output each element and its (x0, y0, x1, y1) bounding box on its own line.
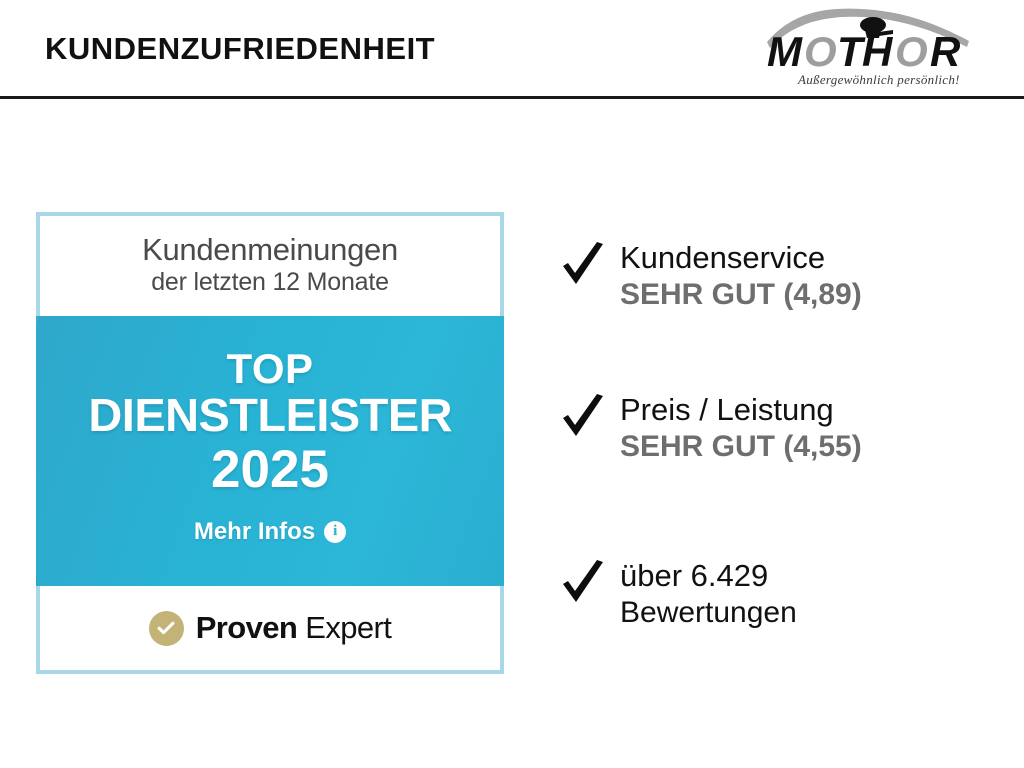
rating-value: Bewertungen (620, 595, 797, 629)
award-line-top: TOP (226, 345, 314, 393)
more-info-link[interactable]: Mehr Infos i (193, 517, 347, 546)
car-silhouette-icon (767, 8, 969, 48)
rating-item: über 6.429 Bewertungen (560, 556, 797, 631)
svg-text:H: H (862, 28, 894, 75)
svg-text:O: O (804, 28, 837, 75)
page-title: KUNDENZUFRIEDENHEIT (45, 31, 436, 66)
rating-value: SEHR GUT (4,89) (620, 277, 862, 311)
provenexpert-logo: Proven Expert (148, 610, 392, 646)
badge-heading-line1: Kundenmeinungen (142, 232, 398, 268)
rating-label: über 6.429 (620, 558, 769, 593)
checkmark-icon (560, 392, 606, 444)
award-line-category: DIENSTLEISTER (88, 389, 452, 442)
info-circle-icon[interactable]: i (324, 520, 347, 543)
badge-award-block: TOP DIENSTLEISTER 2025 Mehr Infos i (36, 316, 504, 586)
more-info-label: Mehr Infos (193, 517, 316, 545)
provenexpert-word-proven: Proven (195, 610, 298, 645)
badge-heading-block: Kundenmeinungen der letzten 12 Monate (36, 212, 504, 316)
rating-item: Preis / Leistung SEHR GUT (4,55) (560, 390, 862, 465)
rating-label: Kundenservice (620, 240, 826, 275)
checkmark-icon (560, 240, 606, 292)
award-year: 2025 (211, 439, 329, 499)
svg-text:T: T (837, 28, 866, 75)
svg-text:O: O (895, 28, 928, 75)
svg-text:R: R (930, 28, 961, 75)
provenexpert-word-expert: Expert (305, 610, 392, 645)
rating-item: Kundenservice SEHR GUT (4,89) (560, 238, 862, 313)
provenexpert-wordmark: Proven Expert (196, 610, 392, 646)
badge-heading-line2: der letzten 12 Monate (151, 267, 389, 296)
svg-text:Außergewöhnlich persönlich!: Außergewöhnlich persönlich! (797, 72, 960, 87)
header-divider (0, 95, 1024, 99)
page-header: KUNDENZUFRIEDENHEIT M O T H O R Außergew… (0, 0, 1024, 99)
check-circle-icon (148, 610, 184, 646)
checkmark-icon (560, 558, 606, 610)
svg-text:M: M (767, 28, 803, 75)
mothor-logo: M O T H O R Außergewöhnlich persönlich! (761, 8, 976, 90)
rating-label: Preis / Leistung (620, 392, 834, 427)
proven-expert-badge[interactable]: Kundenmeinungen der letzten 12 Monate TO… (36, 212, 504, 674)
badge-provider-block: Proven Expert (36, 586, 504, 674)
rating-value: SEHR GUT (4,55) (620, 429, 862, 463)
